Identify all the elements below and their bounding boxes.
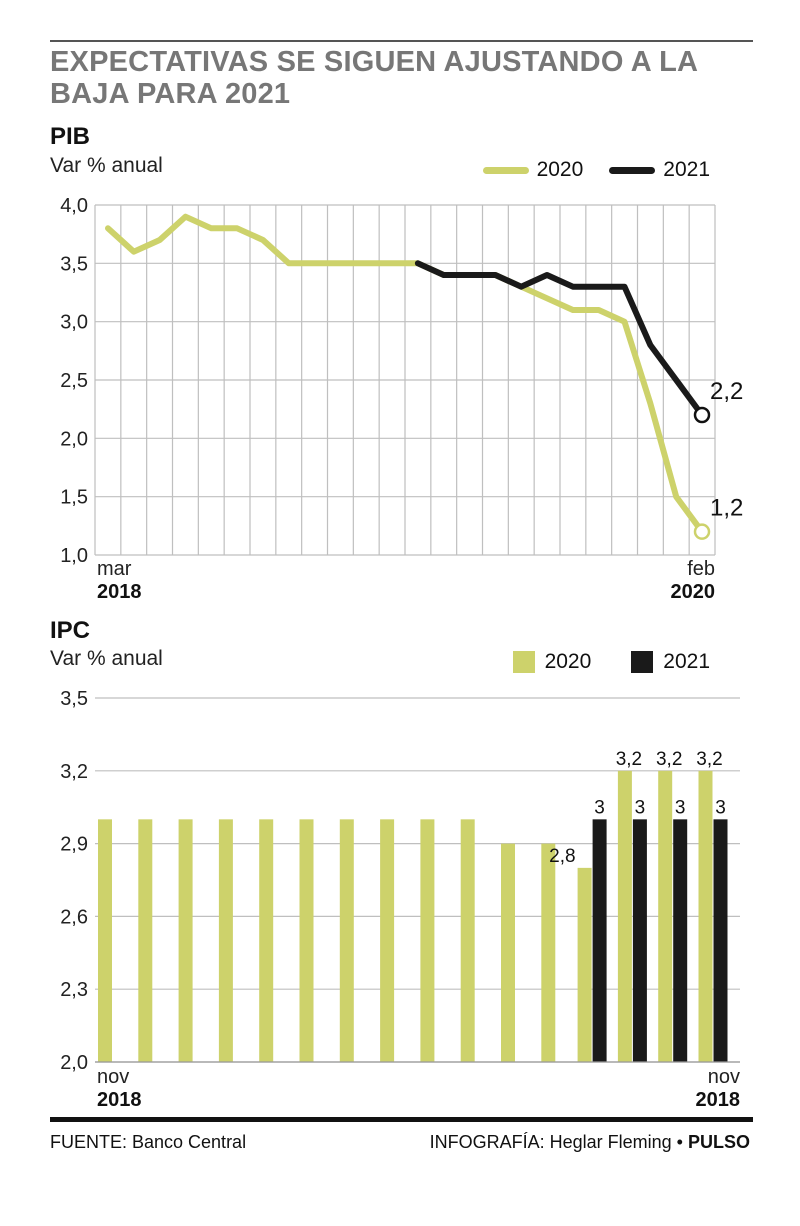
legend-box-2021 [631, 651, 654, 673]
ipc-bar-label-2020: 3,2 [656, 749, 682, 770]
ipc-bar-2020 [577, 867, 592, 1062]
pib-legend-label-2020: 2020 [536, 158, 584, 181]
pib-y-tick-label: 2,5 [60, 370, 88, 392]
pib-x-start-year: 2018 [97, 581, 142, 603]
pib-legend-item-2020: 2020 [482, 158, 584, 182]
ipc-bar-2020 [460, 819, 475, 1062]
ipc-bar-2021 [713, 819, 728, 1062]
ipc-legend-label-2021: 2021 [663, 650, 710, 673]
pib-legend-label-2021: 2021 [663, 158, 710, 181]
ipc-bar-label-2020: 2,8 [549, 846, 575, 867]
pib-end-label-2021: 2,2 [710, 378, 743, 405]
ipc-x-start-month: nov [97, 1066, 129, 1088]
ipc-bar-chart: 3,53,22,92,62,32,02,833,233,233,23nov201… [60, 688, 741, 1111]
ipc-bar-2020 [617, 770, 632, 1062]
ipc-bar-label-2021: 3 [675, 797, 686, 818]
pib-y-tick-label: 3,5 [60, 253, 88, 275]
bottom-rule [50, 1117, 753, 1122]
ipc-bar-2021 [673, 819, 688, 1062]
pib-series-line-2020 [105, 213, 705, 535]
pib-y-tick-label: 3,0 [60, 312, 88, 334]
ipc-y-tick-label: 2,9 [60, 834, 88, 856]
ipc-bar-2020 [420, 819, 435, 1062]
pib-legend: 2020 2021 [457, 158, 710, 182]
pib-end-marker-2020 [693, 523, 711, 540]
legend-box-2020 [512, 651, 535, 673]
ipc-x-start-year: 2018 [97, 1089, 142, 1111]
ipc-y-tick-label: 2,6 [60, 906, 88, 928]
pib-y-tick-label: 4,0 [60, 195, 88, 217]
ipc-y-tick-label: 3,5 [60, 688, 88, 710]
ipc-bar-label-2020: 3,2 [616, 749, 642, 770]
pib-x-end-month: feb [687, 558, 715, 580]
ipc-bar-2020 [541, 843, 556, 1062]
top-rule [50, 40, 753, 42]
credit-note: INFOGRAFÍA: Heglar Fleming • PULSO [430, 1132, 750, 1153]
ipc-y-tick-label: 2,0 [60, 1052, 88, 1074]
ipc-x-end-year: 2018 [696, 1089, 741, 1111]
ipc-y-tick-label: 3,2 [60, 761, 88, 783]
pib-x-start-month: mar [97, 558, 132, 580]
ipc-bar-label-2021: 3 [635, 797, 646, 818]
legend-swatch-2020 [482, 166, 529, 174]
ipc-bar-2020 [259, 819, 274, 1062]
pib-y-tick-label: 2,0 [60, 428, 88, 450]
ipc-bar-2020 [218, 819, 233, 1062]
ipc-title: IPC [50, 617, 91, 644]
ipc-bar-2021 [632, 819, 647, 1062]
credit-separator: • [676, 1132, 683, 1152]
ipc-legend-label-2020: 2020 [544, 650, 592, 673]
ipc-bar-2020 [380, 819, 395, 1062]
ipc-bar-2020 [178, 819, 193, 1062]
credit-text: INFOGRAFÍA: Heglar Fleming [429, 1132, 672, 1152]
ipc-bar-2020 [658, 770, 673, 1062]
ipc-legend-item-2021: 2021 [631, 650, 710, 674]
source-note: FUENTE: Banco Central [50, 1132, 247, 1152]
pib-x-end-year: 2020 [671, 581, 716, 603]
ipc-bar-label-2020: 3,2 [696, 749, 722, 770]
headline: EXPECTATIVAS SE SIGUEN AJUSTANDO A LA BA… [50, 46, 698, 110]
ipc-ylabel: Var % anual [50, 647, 163, 670]
ipc-bar-2020 [339, 819, 354, 1062]
ipc-bar-2020 [501, 843, 515, 1062]
ipc-x-end-month: nov [708, 1066, 740, 1088]
ipc-bar-label-2021: 3 [715, 797, 726, 818]
ipc-bar-2021 [592, 819, 607, 1062]
ipc-bar-2020 [698, 770, 713, 1062]
ipc-legend-item-2020: 2020 [512, 650, 592, 674]
pib-title: PIB [50, 123, 91, 150]
brand-name: PULSO [687, 1132, 750, 1152]
pib-end-label-2020: 1,2 [710, 495, 743, 522]
pib-end-marker-2021 [693, 406, 711, 424]
ipc-bar-2020 [138, 819, 153, 1062]
ipc-legend: 2020 2021 [487, 650, 710, 674]
ipc-bar-2020 [98, 819, 112, 1062]
pib-y-tick-label: 1,0 [60, 545, 88, 567]
ipc-bar-label-2021: 3 [594, 797, 605, 818]
pib-series-line-2021 [414, 260, 705, 418]
pib-legend-item-2021: 2021 [609, 158, 710, 182]
pib-y-tick-label: 1,5 [60, 487, 88, 509]
ipc-y-tick-label: 2,3 [60, 979, 88, 1001]
ipc-bar-2020 [299, 819, 314, 1062]
pib-ylabel: Var % anual [50, 154, 163, 177]
legend-swatch-2021 [609, 166, 656, 174]
